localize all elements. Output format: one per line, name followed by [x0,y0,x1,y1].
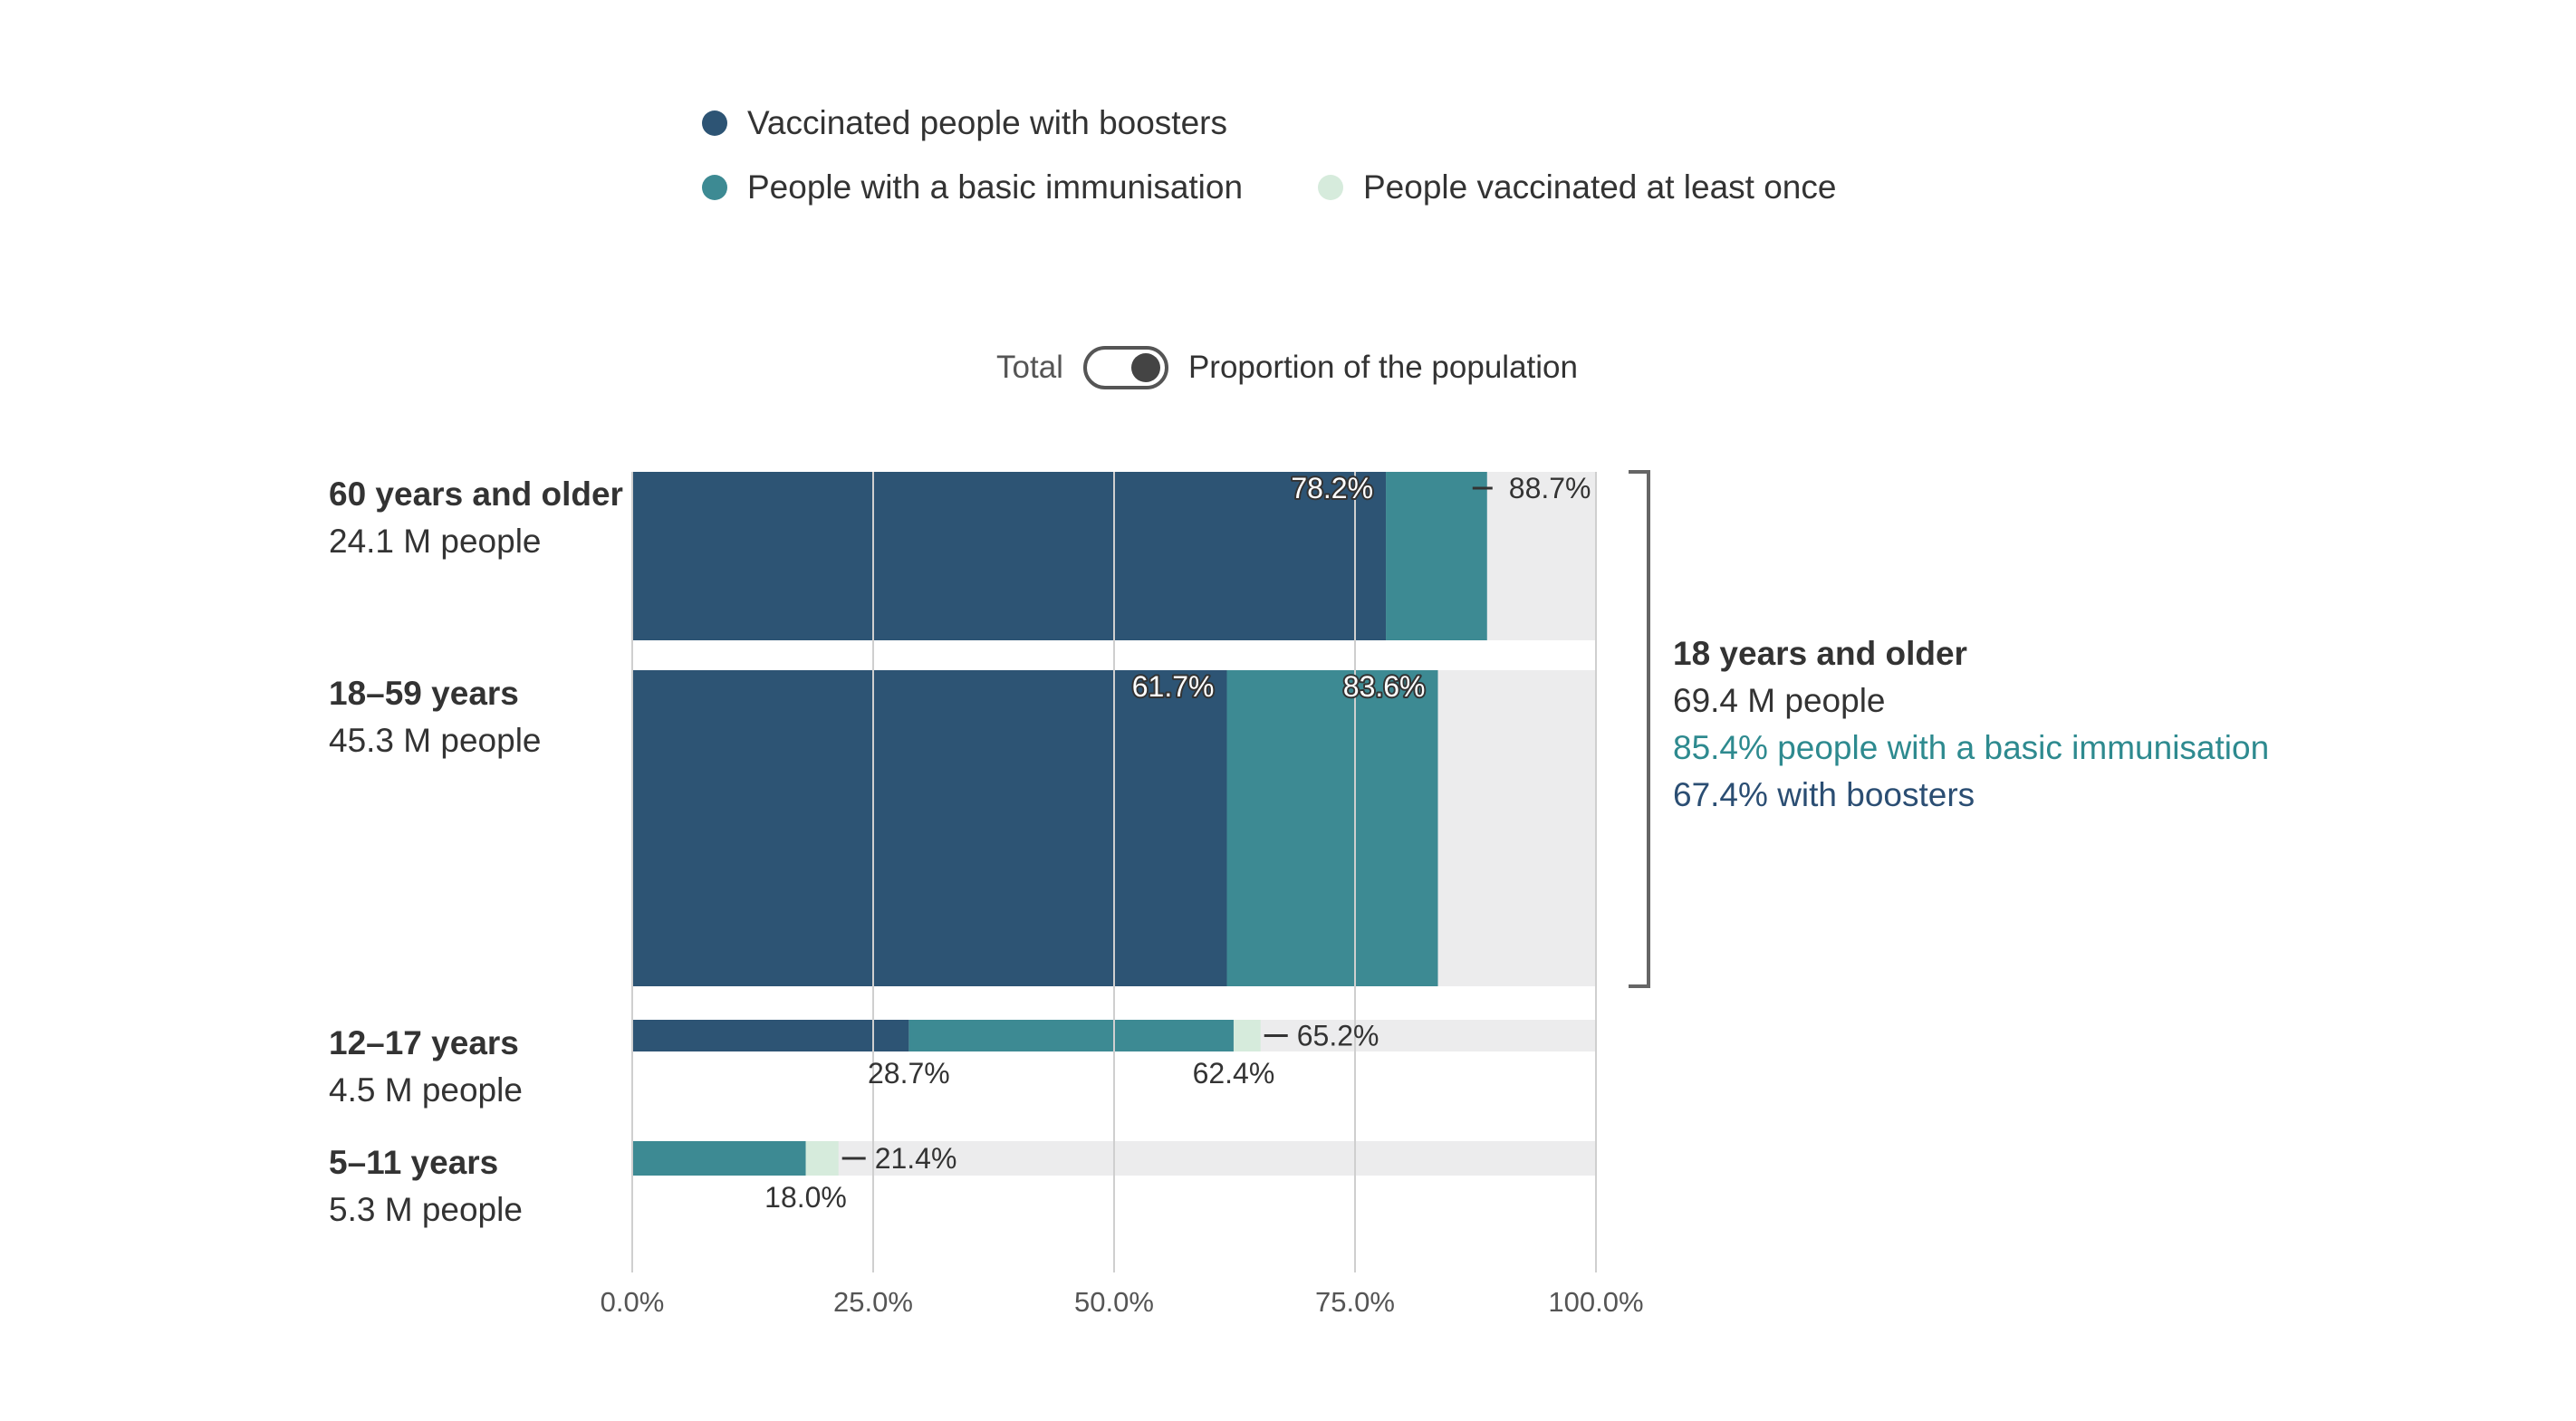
legend-label-booster: Vaccinated people with boosters [747,104,1227,141]
adult-bracket [1629,470,1650,988]
data-label-once: 88.7% [1509,472,1591,504]
data-label-basic: 18.0% [764,1181,847,1214]
legend-item-once[interactable]: People vaccinated at least once [1318,168,1836,206]
toggle-label-total[interactable]: Total [996,350,1063,385]
summary-title: 18 years and older [1673,635,1967,672]
legend-label-once: People vaccinated at least once [1363,168,1837,206]
row-people: 45.3 M people [329,722,542,759]
labels-layer: 78.2% 88.7% 61.7% 83.6% 28.7% 62.4% 65.2% 18.0%… [764,470,1591,1214]
x-tick-label: 25.0% [833,1286,913,1318]
row-label-5-11: 5–11 years 5.3 M people [329,1139,523,1234]
summary-people: 69.4 M people [1673,682,1886,719]
bar-at-least-once [1233,1020,1261,1051]
row-label-18-59: 18–59 years 45.3 M people [329,670,542,764]
grid-layer [631,472,1597,1272]
x-tick-label: 100.0% [1548,1286,1643,1318]
data-label-booster: 78.2% [1291,472,1373,504]
bar-remainder [632,472,1596,640]
data-label-basic: 83.6% [1343,670,1426,703]
bar-booster [632,670,1227,986]
bar-remainder [632,1020,1596,1051]
bar-remainder [632,670,1596,986]
x-tick-label: 75.0% [1315,1286,1395,1318]
row-label-12-17: 12–17 years 4.5 M people [329,1020,523,1114]
row-people: 5.3 M people [329,1191,523,1228]
summary-booster: 67.4% with boosters [1673,776,1975,813]
toggle-switch[interactable] [1082,346,1168,389]
data-label-basic: 62.4% [1193,1057,1275,1090]
toggle-knob [1130,353,1160,382]
bar-basic-immunisation [1386,472,1487,640]
bar-basic-immunisation [1226,670,1438,986]
x-axis: 0.0% 25.0% 50.0% 75.0% 100.0% [601,1286,1644,1318]
x-tick-label: 50.0% [1074,1286,1154,1318]
row-name: 18–59 years [329,675,519,712]
legend-item-basic[interactable]: People with a basic immunisation [702,168,1243,206]
data-label-booster: 28.7% [868,1057,950,1090]
row-name: 12–17 years [329,1024,519,1061]
bar-basic-immunisation [908,1020,1234,1051]
row-label-60plus: 60 years and older 24.1 M people [329,471,623,565]
legend-swatch-basic [702,175,727,200]
row-people: 24.1 M people [329,523,542,560]
toggle-label-proportion[interactable]: Proportion of the population [1187,350,1578,385]
legend-item-booster[interactable]: Vaccinated people with boosters [702,104,1227,142]
bar-at-least-once [805,1141,839,1176]
row-name: 5–11 years [329,1144,499,1181]
adult-summary: 18 years and older 69.4 M people 85.4% p… [1673,630,2269,819]
legend-swatch-once [1318,175,1343,200]
legend-swatch-booster [702,110,727,136]
view-toggle: Total Proportion of the population [996,342,1578,393]
bar-booster [632,472,1387,640]
legend-label-basic: People with a basic immunisation [747,168,1244,206]
bar-booster [632,1020,909,1051]
bars-layer [632,472,1596,1176]
summary-basic: 85.4% people with a basic immunisation [1673,729,2270,766]
bar-basic-immunisation [632,1141,806,1176]
bar-remainder [632,1141,1596,1176]
x-tick-label: 0.0% [601,1286,665,1318]
data-label-once: 65.2% [1297,1020,1379,1052]
data-label-once: 21.4% [875,1142,957,1175]
data-label-booster: 61.7% [1132,670,1215,703]
row-name: 60 years and older [329,475,623,513]
row-people: 4.5 M people [329,1071,523,1109]
